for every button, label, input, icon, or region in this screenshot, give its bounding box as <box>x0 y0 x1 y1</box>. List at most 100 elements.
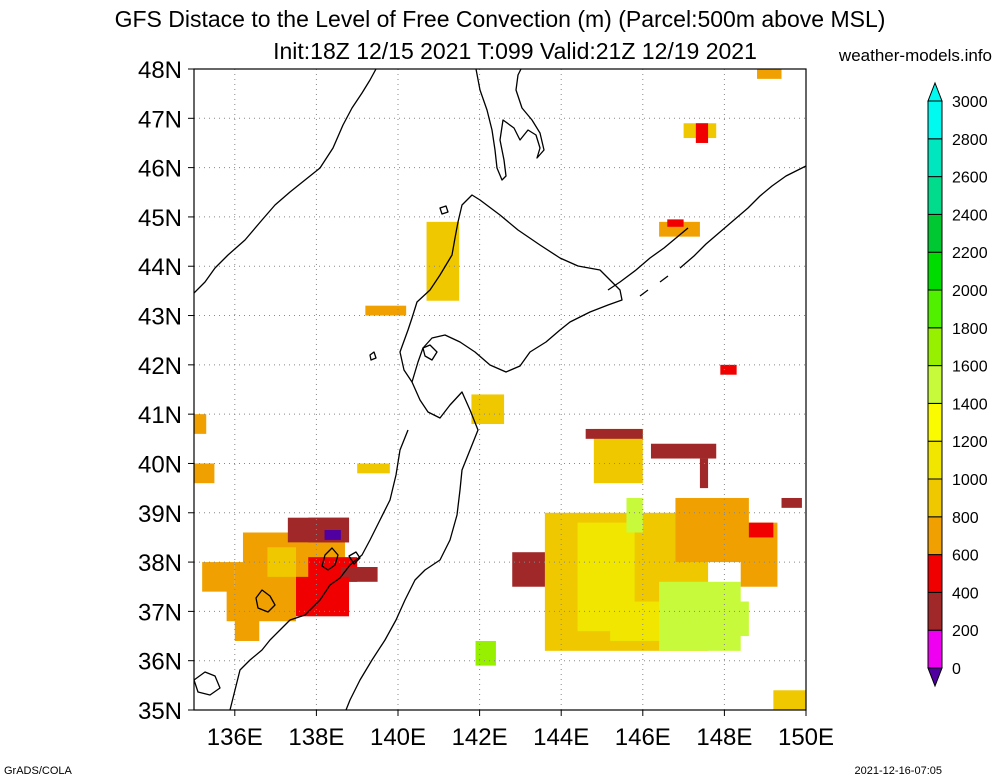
lfc-cell-26 <box>675 497 749 563</box>
axes: 35N 36N 37N 38N 39N 40N 41N 42N 43N 44N 45N 46N 47N 4… <box>138 57 834 751</box>
lat-tick-label: 44N <box>138 254 182 281</box>
colorbar-label: 2000 <box>952 283 988 300</box>
lat-tick-label: 47N <box>138 106 182 133</box>
lat-tick-label: 36N <box>138 649 182 676</box>
colorbar-swatch <box>927 251 943 291</box>
site-credit: weather-models.info <box>838 46 992 65</box>
lat-tick-label: 41N <box>138 402 182 429</box>
colorbar-swatch <box>927 478 943 518</box>
rishiri-island <box>439 205 449 215</box>
lon-tick-label: 146E <box>615 724 671 751</box>
colorbar-swatch <box>927 213 943 253</box>
colorbar-label: 2200 <box>952 245 988 262</box>
colorbar-label: 2400 <box>952 207 988 224</box>
lat-tick-label: 46N <box>138 156 182 183</box>
colorbar-max-arrow <box>927 81 943 102</box>
lfc-cell-39 <box>773 690 806 710</box>
colorbar-swatch <box>927 176 943 215</box>
sado-island <box>348 551 361 565</box>
lfc-cell-13 <box>365 305 407 316</box>
lat-tick-label: 40N <box>138 451 182 478</box>
lfc-cell-11 <box>194 463 215 484</box>
lfc-cell-32 <box>781 497 802 508</box>
lfc-cell-3 <box>202 562 235 592</box>
colorbar-swatch <box>927 554 943 593</box>
lfc-cell-36 <box>695 123 709 143</box>
lat-tick-label: 39N <box>138 501 182 528</box>
lfc-cell-37 <box>720 364 737 375</box>
colorbar-label: 0 <box>952 661 961 678</box>
colorbar-label: 1200 <box>952 434 988 451</box>
lfc-cell-40 <box>194 414 207 434</box>
lat-tick-label: 37N <box>138 599 182 626</box>
lat-tick-label: 48N <box>138 57 182 84</box>
lfc-cell-25 <box>626 497 643 533</box>
lfc-cell-12 <box>357 463 390 474</box>
colorbar-label: 1600 <box>952 359 988 376</box>
colorbar-label: 1400 <box>952 396 988 413</box>
lon-tick-label: 150E <box>778 724 834 751</box>
colorbar-swatch <box>927 289 943 329</box>
colorbar-swatch <box>927 327 943 367</box>
kii-coast <box>194 671 221 696</box>
lon-tick-label: 140E <box>370 724 426 751</box>
chart-subtitle: Init:18Z 12/15 2021 T:099 Valid:21Z 12/1… <box>273 38 757 64</box>
colorbar-swatch <box>927 100 943 140</box>
lfc-cell-28 <box>585 428 643 439</box>
colorbar-label: 200 <box>952 623 979 640</box>
colorbar-min-arrow <box>927 667 943 688</box>
lat-tick-label: 45N <box>138 205 182 232</box>
colorbar-label: 600 <box>952 548 979 565</box>
lfc-cell-9 <box>340 567 378 582</box>
colorbar-label: 1000 <box>952 472 988 489</box>
plot-frame <box>193 68 807 711</box>
lfc-cell-15 <box>471 394 505 425</box>
footer-credit: GrADS/COLA <box>4 765 72 777</box>
lat-tick-label: 43N <box>138 304 182 331</box>
colorbar-swatch <box>927 440 943 480</box>
chart-title: GFS Distace to the Level of Free Convect… <box>114 6 886 32</box>
lfc-cell-34 <box>667 219 684 227</box>
colorbar-swatch <box>927 402 943 442</box>
colorbar-label: 1800 <box>952 321 988 338</box>
colorbar-swatch <box>927 629 943 669</box>
lon-tick-label: 144E <box>533 724 589 751</box>
lat-tick-label: 38N <box>138 550 182 577</box>
coastline <box>194 69 806 710</box>
lon-tick-label: 148E <box>696 724 752 751</box>
wakasa-coast <box>255 589 276 613</box>
hokkaido-coast <box>399 194 623 383</box>
honshu-coast <box>229 381 479 710</box>
sakhalin-coast <box>475 69 545 181</box>
lfc-cell-31 <box>748 522 774 538</box>
okushiri-island <box>369 351 377 361</box>
colorbar-swatch <box>927 516 943 556</box>
lon-tick-label: 138E <box>288 724 344 751</box>
mainland-coast <box>194 69 377 294</box>
lfc-cell-23 <box>683 601 749 637</box>
noto-peninsula <box>321 547 339 571</box>
lfc-cell-29 <box>650 443 717 459</box>
colorbar-label: 3000 <box>952 94 988 111</box>
graticule <box>194 69 806 710</box>
lat-tick-label: 42N <box>138 353 182 380</box>
colorbar-label: 2600 <box>952 170 988 187</box>
colorbar-swatch <box>927 591 943 631</box>
lfc-cell-7 <box>324 530 341 540</box>
lfc-cell-30 <box>699 458 709 489</box>
colorbar: 0 200 400 600 800 1000 1200 1400 1600 1800 2000 220… <box>927 81 988 688</box>
lfc-cell-24 <box>475 640 496 666</box>
lfc-field <box>194 69 806 710</box>
lfc-cell-38 <box>757 69 782 79</box>
colorbar-swatch <box>927 365 943 404</box>
kuril-islands <box>607 165 806 297</box>
lfc-cell-4 <box>267 547 296 577</box>
colorbar-label: 800 <box>952 510 979 527</box>
lon-tick-label: 136E <box>207 724 263 751</box>
lat-tick-label: 35N <box>138 698 182 725</box>
colorbar-label: 400 <box>952 585 979 602</box>
colorbar-swatch <box>927 138 943 178</box>
colorbar-label: 2800 <box>952 132 988 149</box>
oshima-peninsula <box>422 344 438 361</box>
